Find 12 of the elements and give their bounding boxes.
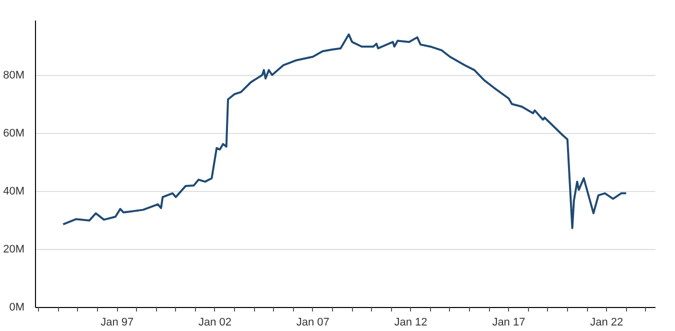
- line-series: [62, 33, 628, 230]
- x-tick-label: Jan 02: [198, 316, 232, 328]
- y-tick-label: 40M: [3, 186, 25, 198]
- x-tick-label: Jan 07: [296, 316, 330, 328]
- x-tick-label: Jan 97: [100, 316, 134, 328]
- y-tick-label: 0M: [9, 302, 24, 314]
- x-tick-label: Jan 12: [394, 316, 428, 328]
- y-tick-label: 20M: [3, 244, 25, 256]
- y-tick-label: 60M: [3, 128, 25, 140]
- x-tick-label: Jan 22: [590, 316, 624, 328]
- y-tick-label: 80M: [3, 70, 25, 82]
- x-tick-label: Jan 17: [492, 316, 526, 328]
